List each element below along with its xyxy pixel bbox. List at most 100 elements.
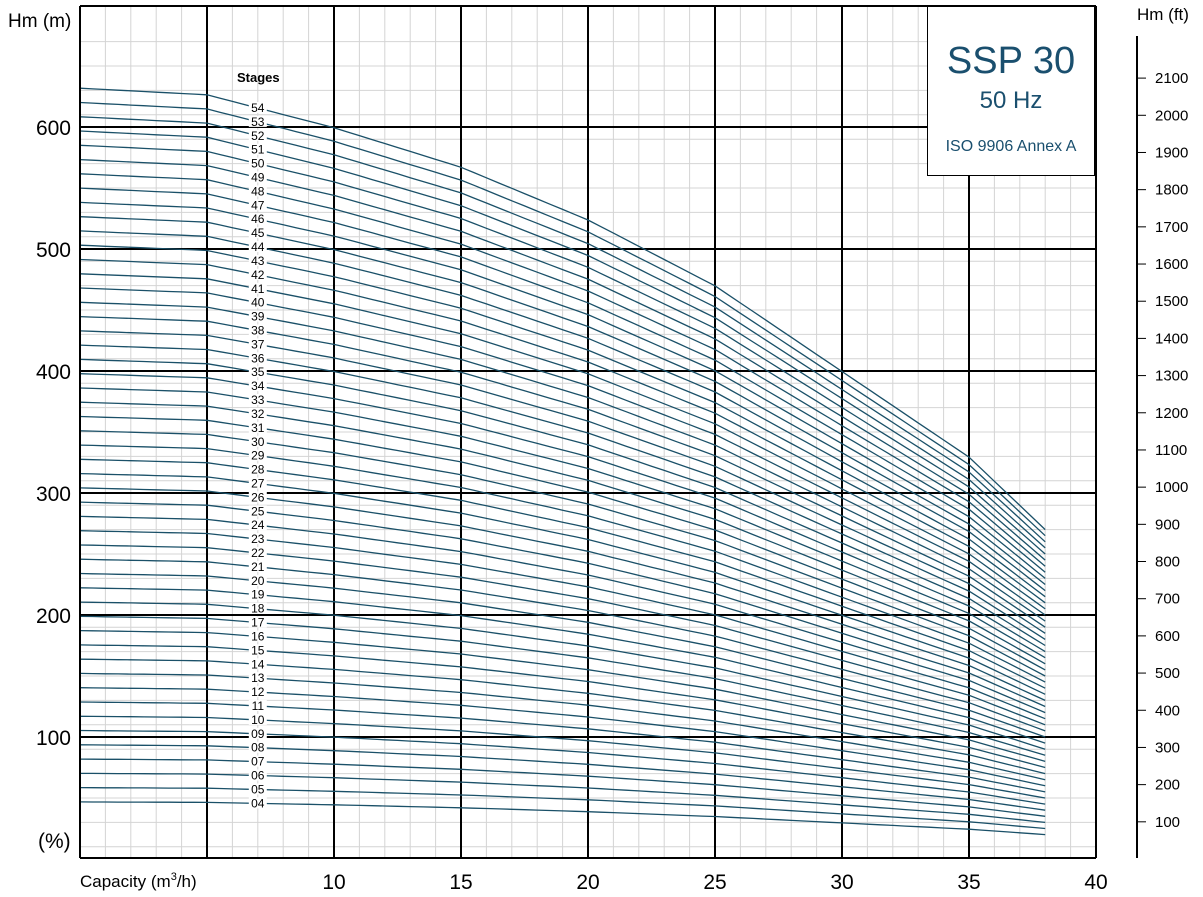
stage-label-12: 12 xyxy=(251,685,265,699)
ft-tick-label: 1200 xyxy=(1155,405,1188,422)
stage-curve-51 xyxy=(79,130,1046,549)
stage-curve-23 xyxy=(79,530,1046,720)
stage-label-21: 21 xyxy=(251,560,265,574)
stage-curve-46 xyxy=(79,201,1046,579)
stage-curve-53 xyxy=(79,101,1046,537)
stage-curve-30 xyxy=(79,430,1046,677)
stage-label-19: 19 xyxy=(251,588,265,602)
stage-curve-16 xyxy=(79,629,1046,763)
stage-label-22: 22 xyxy=(251,546,265,560)
stage-curve-36 xyxy=(79,344,1046,640)
stage-label-bg xyxy=(248,394,267,406)
stage-curve-06 xyxy=(80,772,1046,824)
stage-label-bg xyxy=(248,254,267,266)
stage-label-33: 33 xyxy=(251,393,265,407)
stage-curve-12 xyxy=(79,687,1046,787)
stage-label-24: 24 xyxy=(251,518,265,532)
stage-curve-32 xyxy=(79,401,1046,665)
stage-curve-21 xyxy=(79,558,1046,732)
x-tick-label: 40 xyxy=(1084,871,1107,894)
stage-label-11: 11 xyxy=(252,699,265,713)
y-tick-label: 600 xyxy=(36,117,71,140)
stage-label-bg xyxy=(248,199,267,211)
stage-curve-28 xyxy=(79,458,1046,689)
stage-label-bg xyxy=(248,616,267,628)
stage-label-bg xyxy=(248,713,267,725)
stage-label-bg xyxy=(248,741,267,753)
stage-curve-27 xyxy=(79,472,1046,695)
ft-tick-label: 1100 xyxy=(1155,442,1187,459)
stage-label-41: 41 xyxy=(251,282,265,296)
stage-label-bg xyxy=(248,491,267,503)
stage-label-39: 39 xyxy=(251,310,265,324)
stage-curve-41 xyxy=(79,273,1046,610)
stage-label-15: 15 xyxy=(251,643,265,657)
stage-label-05: 05 xyxy=(251,782,265,796)
stage-curve-38 xyxy=(79,315,1046,628)
stage-curve-45 xyxy=(79,216,1046,586)
stage-curve-20 xyxy=(79,572,1046,738)
stage-curve-05 xyxy=(79,786,1046,830)
stage-label-47: 47 xyxy=(251,198,265,212)
stage-label-bg xyxy=(248,463,267,475)
stage-label-29: 29 xyxy=(251,449,265,463)
stage-label-bg xyxy=(248,602,267,614)
ft-tick-label: 1000 xyxy=(1155,479,1188,496)
stage-label-20: 20 xyxy=(251,574,265,588)
stage-curve-40 xyxy=(79,287,1046,616)
x-axis-label: Capacity (m3/h) xyxy=(80,871,197,891)
ft-tick-label: 300 xyxy=(1155,739,1180,756)
stage-label-09: 09 xyxy=(251,727,265,741)
stage-label-30: 30 xyxy=(251,435,265,449)
stage-label-32: 32 xyxy=(251,407,265,421)
stage-label-bg xyxy=(248,171,267,183)
stage-label-bg xyxy=(248,101,267,113)
stage-label-50: 50 xyxy=(251,157,265,171)
stage-label-bg xyxy=(248,630,267,642)
stage-curve-43 xyxy=(79,244,1046,598)
stage-label-bg xyxy=(248,727,267,739)
stage-label-bg xyxy=(248,700,267,712)
stage-label-bg xyxy=(248,421,267,433)
x-tick-label: 30 xyxy=(830,871,853,894)
stage-label-54: 54 xyxy=(251,101,265,115)
stage-curve-42 xyxy=(79,258,1046,604)
axes xyxy=(79,5,1138,859)
stage-curve-49 xyxy=(79,158,1046,561)
stage-label-bg xyxy=(248,296,267,308)
stage-curve-39 xyxy=(79,301,1046,622)
stage-curve-18 xyxy=(79,601,1046,750)
ft-tick-label: 1500 xyxy=(1155,293,1188,310)
stage-label-18: 18 xyxy=(251,602,265,616)
stage-curve-22 xyxy=(79,544,1046,726)
ft-tick-label: 2000 xyxy=(1155,107,1188,124)
stage-label-bg xyxy=(248,227,267,239)
stage-label-38: 38 xyxy=(251,323,265,337)
ft-tick-label: 1400 xyxy=(1155,330,1188,347)
stage-label-bg xyxy=(248,435,267,447)
ft-tick-label: 600 xyxy=(1155,628,1180,645)
chart-standard: ISO 9906 Annex A xyxy=(945,138,1077,155)
y-tick-label: 200 xyxy=(36,605,71,628)
y-axis-label-right: Hm (ft) xyxy=(1137,5,1189,24)
ft-tick-label: 1300 xyxy=(1155,368,1188,385)
ft-tick-label: 1600 xyxy=(1155,256,1188,273)
stage-label-bg xyxy=(248,213,267,225)
x-tick-label: 25 xyxy=(703,871,726,894)
stage-curve-08 xyxy=(79,744,1046,811)
stage-label-bg xyxy=(248,185,267,197)
stage-label-26: 26 xyxy=(251,490,265,504)
stage-label-36: 36 xyxy=(251,351,265,365)
chart-subtitle: 50 Hz xyxy=(979,87,1043,114)
stage-label-bg xyxy=(248,477,267,489)
stage-label-bg xyxy=(248,574,267,586)
stage-curve-10 xyxy=(79,715,1046,799)
ft-tick-label: 400 xyxy=(1155,702,1180,719)
stage-label-37: 37 xyxy=(251,337,265,351)
stage-curves xyxy=(79,87,1046,836)
stage-label-07: 07 xyxy=(251,755,265,769)
stage-label-04: 04 xyxy=(251,796,265,810)
stage-label-bg xyxy=(248,588,267,600)
stage-curve-48 xyxy=(79,173,1046,567)
